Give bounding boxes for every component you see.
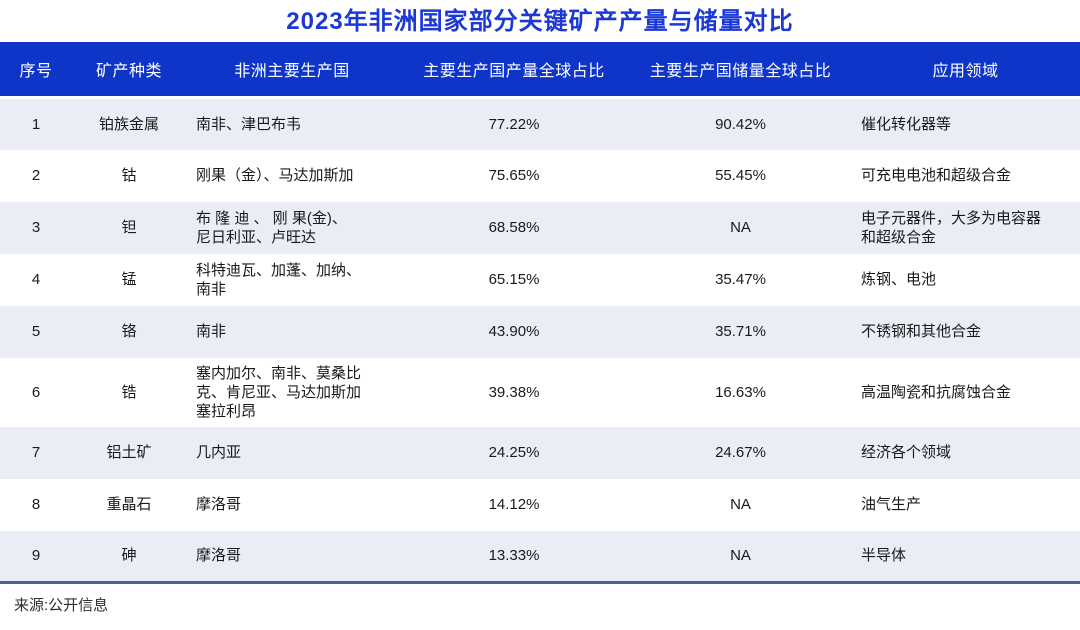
column-header-production-share: 主要生产国产量全球占比 — [398, 42, 630, 99]
source-note: 来源:公开信息 — [14, 597, 109, 614]
application-cell: 不锈钢和其他合金 — [861, 323, 982, 340]
column-header-reserve-share: 主要生产国储量全球占比 — [630, 42, 851, 99]
producers-cell: 刚果（金）、马达加斯加 — [196, 167, 354, 184]
producers-cell: 南非 — [196, 323, 227, 340]
mineral-cell: 铝土矿 — [106, 444, 152, 461]
reserve-share-cell: NA — [730, 219, 751, 236]
reserve-share-cell: NA — [730, 496, 751, 513]
column-header-producers: 非洲主要生产国 — [186, 42, 398, 99]
reserve-share-cell: NA — [730, 547, 751, 565]
production-share-cell: 65.15% — [488, 271, 540, 288]
row-number-cell: 6 — [31, 383, 41, 401]
producers-cell: 布 隆 迪 、 刚 果(金)、 尼日利亚、卢旺达 — [196, 209, 347, 246]
table-header-row: 序号 矿产种类 非洲主要生产国 主要生产国产量全球占比 主要生产国储量全球占比 … — [0, 42, 1080, 99]
mineral-cell: 铂族金属 — [98, 115, 159, 133]
reserve-share-cell: 35.71% — [715, 323, 766, 340]
table-row: 7 铝土矿 几内亚 24.25% 24.67% 经济各个领域 — [0, 426, 1080, 479]
row-number-cell: 3 — [31, 219, 41, 236]
row-number-cell: 5 — [31, 323, 41, 340]
page-title: 2023年非洲国家部分关键矿产产量与储量对比 — [286, 8, 794, 35]
production-share-cell: 43.90% — [488, 323, 540, 340]
producers-cell: 摩洛哥 — [196, 547, 242, 565]
row-number-cell: 7 — [31, 444, 41, 461]
mineral-cell: 钴 — [121, 167, 137, 184]
production-share-cell: 75.65% — [488, 167, 540, 184]
mineral-cell: 锰 — [121, 271, 137, 288]
mineral-cell: 钽 — [121, 219, 137, 236]
production-share-cell: 14.12% — [488, 496, 540, 513]
application-cell: 经济各个领域 — [861, 444, 952, 461]
producers-cell: 塞内加尔、南非、莫桑比 克、肯尼亚、马达加斯加 塞拉利昂 — [196, 364, 362, 420]
application-cell: 可充电电池和超级合金 — [861, 167, 1012, 184]
row-number-cell: 8 — [31, 496, 41, 513]
producers-cell: 摩洛哥 — [196, 496, 242, 513]
column-header-index: 序号 — [0, 42, 72, 99]
column-header-mineral-type: 矿产种类 — [72, 42, 186, 99]
mineral-cell: 砷 — [121, 547, 137, 565]
application-cell: 油气生产 — [861, 496, 922, 513]
reserve-share-cell: 16.63% — [715, 383, 766, 401]
production-share-cell: 24.25% — [488, 444, 540, 461]
production-share-cell: 68.58% — [488, 219, 540, 236]
application-cell: 高温陶瓷和抗腐蚀合金 — [861, 383, 1012, 401]
application-cell: 炼钢、电池 — [861, 271, 937, 288]
table-row: 4 锰 科特迪瓦、加蓬、加纳、 南非 65.15% 35.47% 炼钢、电池 — [0, 254, 1080, 306]
production-share-cell: 77.22% — [488, 115, 540, 133]
mineral-cell: 锆 — [121, 383, 137, 401]
table-row: 8 重晶石 摩洛哥 14.12% NA 油气生产 — [0, 479, 1080, 531]
production-share-cell: 13.33% — [488, 547, 540, 565]
table-row: 9 砷 摩洛哥 13.33% NA 半导体 — [0, 530, 1080, 583]
producers-cell: 几内亚 — [196, 444, 242, 461]
row-number-cell: 1 — [31, 115, 41, 133]
table-row: 3 钽 布 隆 迪 、 刚 果(金)、 尼日利亚、卢旺达 68.58% NA 电… — [0, 201, 1080, 254]
application-cell: 电子元器件，大多为电容器 和超级合金 — [861, 209, 1042, 246]
application-cell: 催化转化器等 — [861, 115, 952, 133]
column-header-application: 应用领域 — [851, 42, 1080, 99]
reserve-share-cell: 24.67% — [715, 444, 766, 461]
mineral-cell: 重晶石 — [106, 496, 152, 513]
table-row: 2 钴 刚果（金）、马达加斯加 75.65% 55.45% 可充电电池和超级合金 — [0, 150, 1080, 202]
table-row: 1 铂族金属 南非、津巴布韦 77.22% 90.42% 催化转化器等 — [0, 97, 1080, 150]
producers-cell: 南非、津巴布韦 — [196, 115, 302, 133]
reserve-share-cell: 35.47% — [715, 271, 766, 288]
production-share-cell: 39.38% — [488, 383, 540, 401]
table-row: 5 铬 南非 43.90% 35.71% 不锈钢和其他合金 — [0, 305, 1080, 358]
producers-cell: 科特迪瓦、加蓬、加纳、 南非 — [196, 261, 362, 298]
reserve-share-cell: 90.42% — [715, 115, 766, 133]
mineral-cell: 铬 — [121, 323, 137, 340]
reserve-share-cell: 55.45% — [715, 167, 766, 184]
table-row: 6 锆 塞内加尔、南非、莫桑比 克、肯尼亚、马达加斯加 塞拉利昂 39.38% … — [0, 358, 1080, 427]
mineral-table: 序号 矿产种类 非洲主要生产国 主要生产国产量全球占比 主要生产国储量全球占比 … — [0, 42, 1080, 584]
row-number-cell: 4 — [31, 271, 41, 288]
row-number-cell: 2 — [31, 167, 41, 184]
application-cell: 半导体 — [861, 547, 907, 565]
row-number-cell: 9 — [31, 547, 41, 565]
